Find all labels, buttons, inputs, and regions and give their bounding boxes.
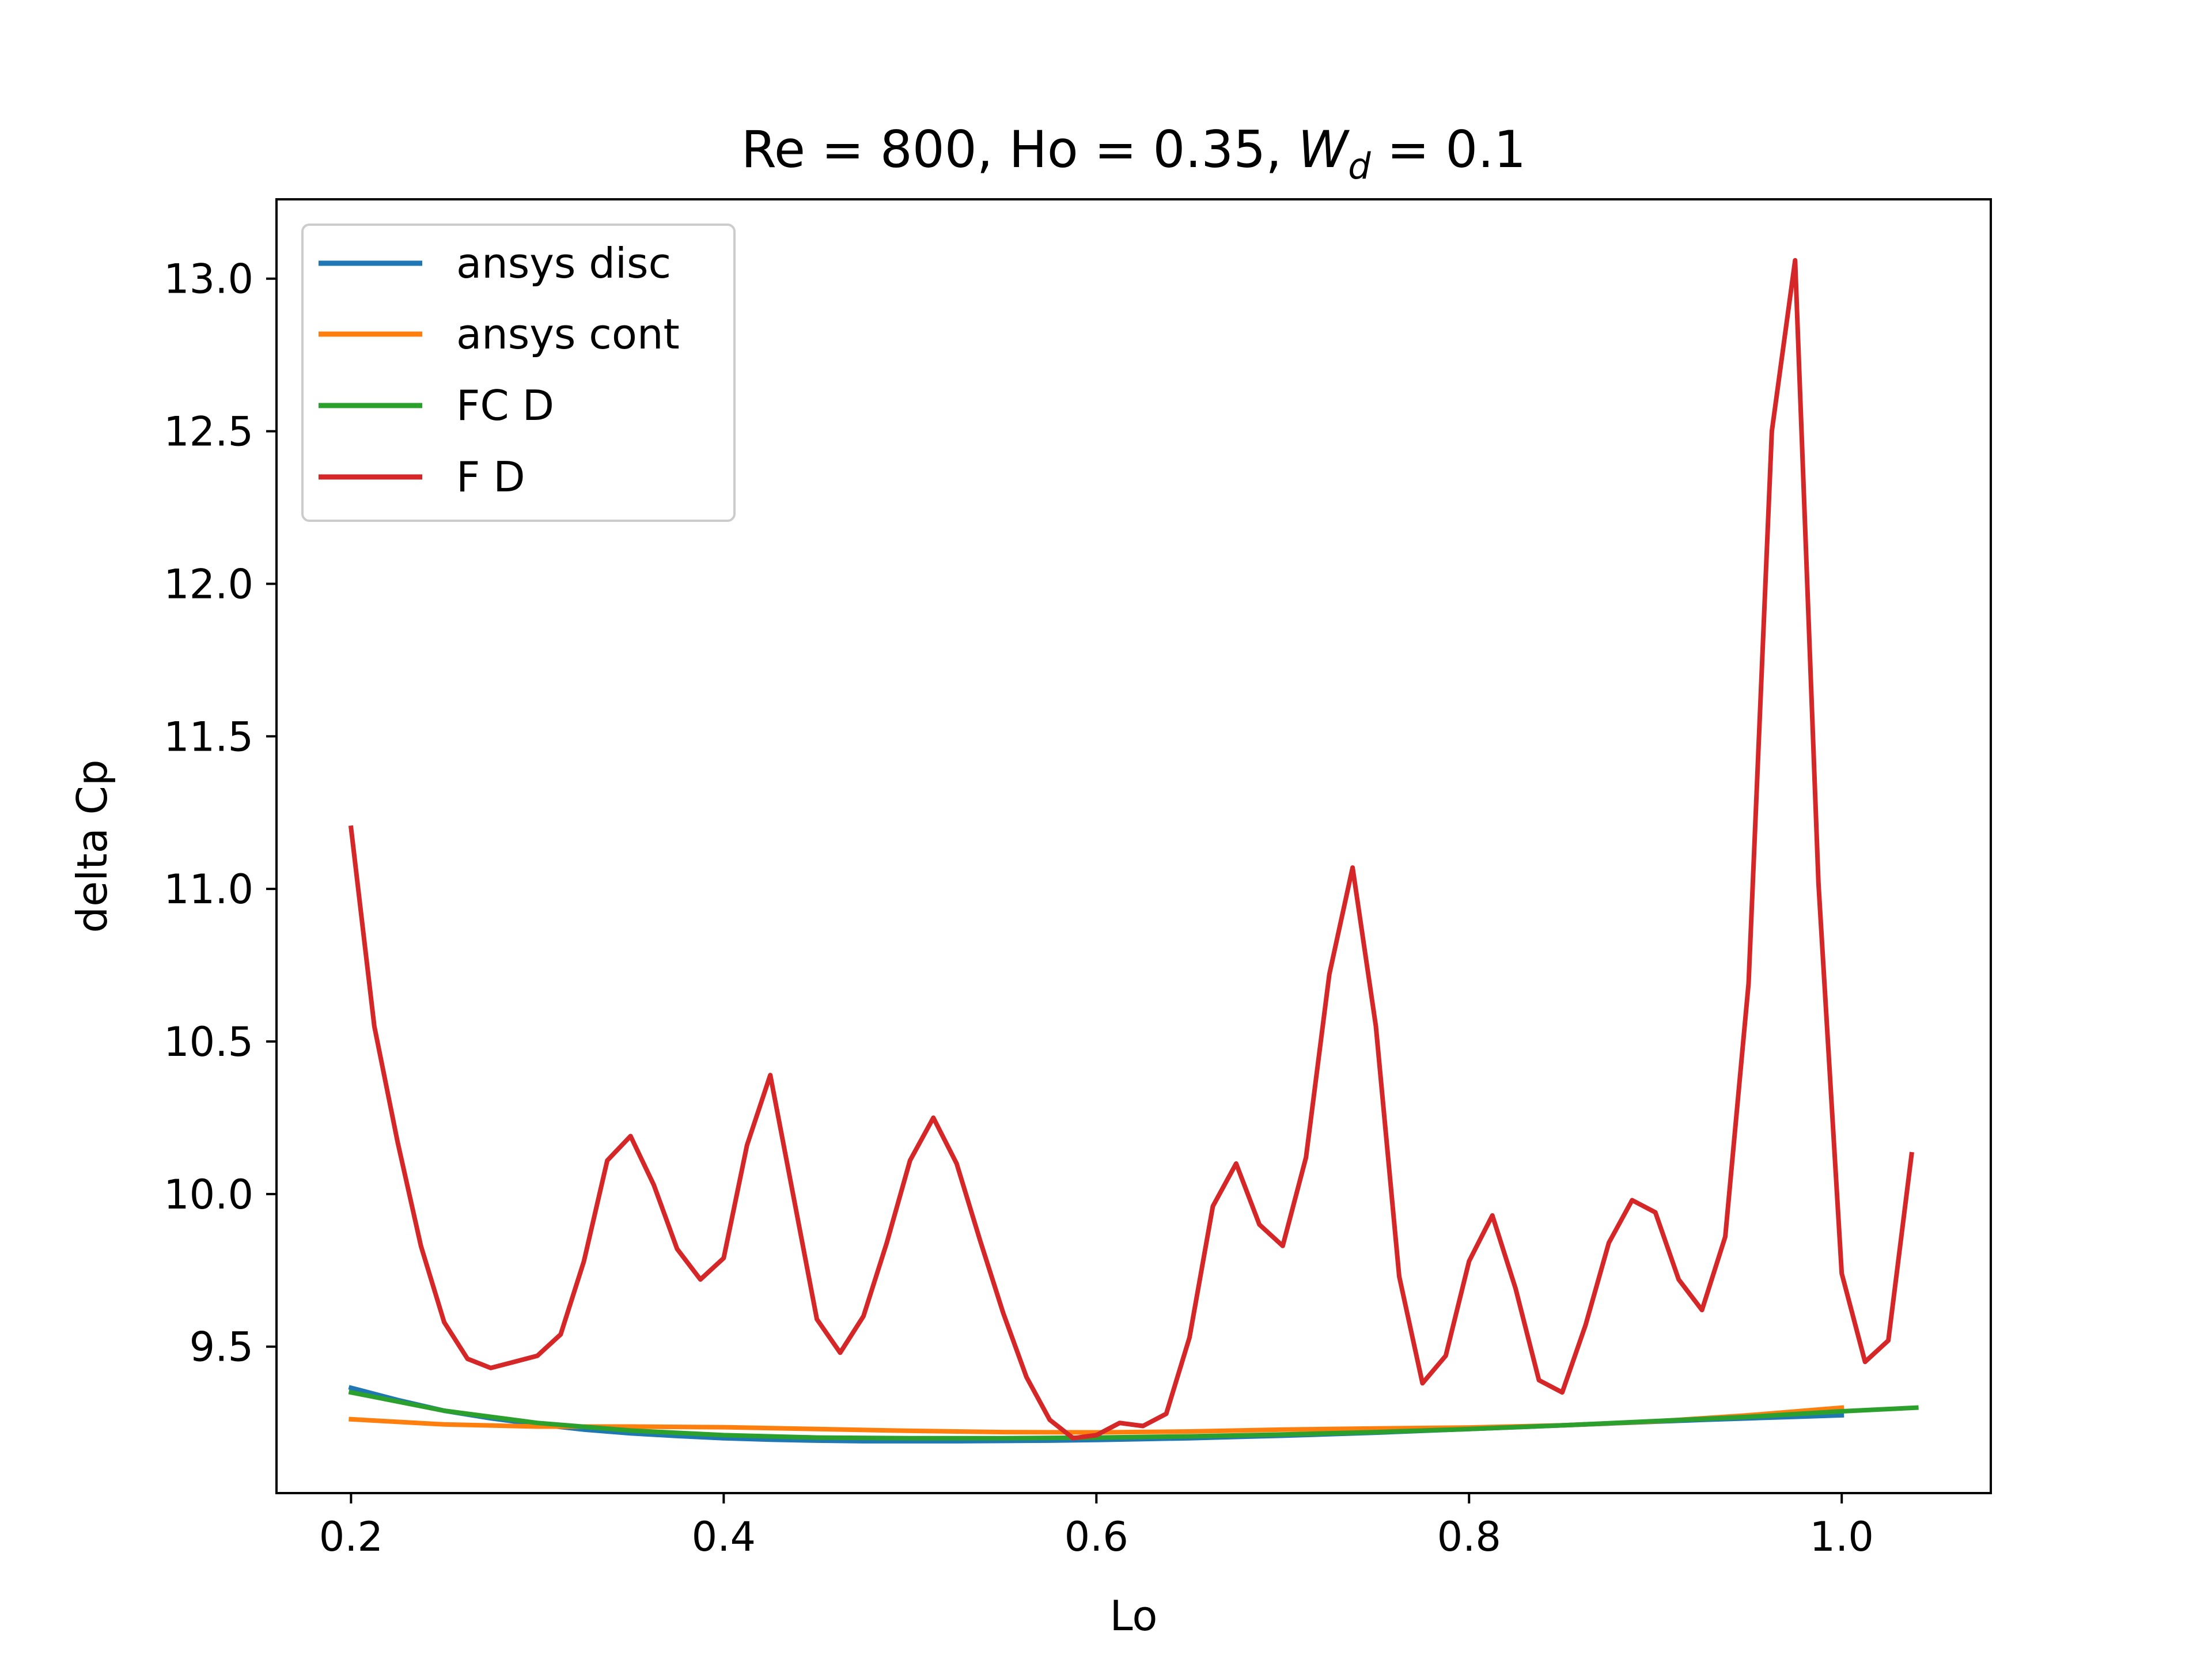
x-tick-label: 0.4 bbox=[692, 1513, 756, 1560]
legend: ansys disc ansys cont FC D F D bbox=[301, 224, 736, 522]
x-axis-label: Lo bbox=[1110, 1592, 1158, 1640]
y-tick-label: 13.0 bbox=[164, 256, 253, 303]
x-tick-label: 1.0 bbox=[1810, 1513, 1874, 1560]
y-axis-label: delta Cp bbox=[68, 759, 116, 933]
y-tick-label: 12.5 bbox=[164, 408, 253, 456]
legend-label-fc-d: FC D bbox=[456, 381, 554, 430]
chart-title-prefix: Re = 800, Ho = 0.35, bbox=[741, 120, 1298, 179]
x-tick-label: 0.6 bbox=[1065, 1513, 1128, 1560]
y-tick-label: 11.0 bbox=[164, 866, 253, 913]
x-tick-label: 0.2 bbox=[319, 1513, 383, 1560]
plot-frame bbox=[275, 198, 1992, 1494]
chart-title: Re = 800, Ho = 0.35, Wd = 0.1 bbox=[741, 120, 1527, 187]
y-tick-label: 10.0 bbox=[164, 1171, 253, 1218]
chart-title-subscript: d bbox=[1348, 145, 1371, 187]
chart-title-suffix: = 0.1 bbox=[1371, 120, 1527, 179]
y-tick-label: 9.5 bbox=[190, 1324, 253, 1371]
series-line-fc-d bbox=[348, 1389, 1919, 1441]
y-tick-label: 11.5 bbox=[164, 713, 253, 760]
legend-box bbox=[301, 224, 736, 522]
y-axis-ticks: 9.5 10.0 10.5 11.0 11.5 12.0 12.5 13.0 bbox=[164, 256, 276, 1371]
series-line-f-d bbox=[348, 257, 1914, 1441]
x-tick-label: 0.8 bbox=[1437, 1513, 1501, 1560]
legend-label-f-d: F D bbox=[456, 453, 525, 501]
y-tick-label: 10.5 bbox=[164, 1018, 253, 1066]
legend-label-ansys-cont: ansys cont bbox=[456, 310, 680, 358]
chart-title-variable: W bbox=[1298, 120, 1350, 179]
y-tick-label: 12.0 bbox=[164, 560, 253, 608]
x-axis-ticks: 0.2 0.4 0.6 0.8 1.0 bbox=[319, 1493, 1874, 1560]
legend-label-ansys-disc: ansys disc bbox=[456, 239, 671, 287]
series-layer bbox=[348, 257, 1919, 1444]
